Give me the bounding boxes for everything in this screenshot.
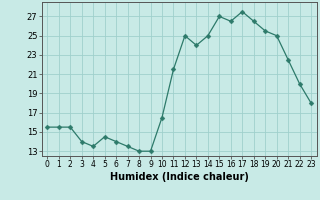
X-axis label: Humidex (Indice chaleur): Humidex (Indice chaleur) (110, 172, 249, 182)
